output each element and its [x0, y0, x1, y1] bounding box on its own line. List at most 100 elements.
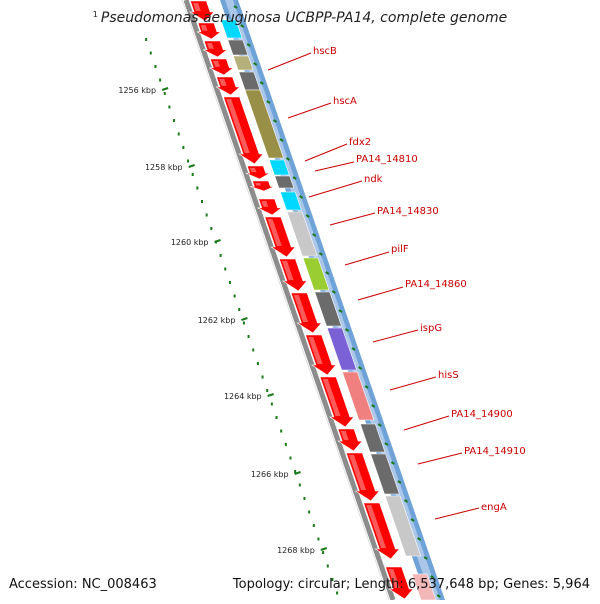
cog-segment: [244, 89, 284, 159]
scale-major-tick: [320, 547, 328, 551]
scale-dot: [201, 200, 203, 203]
cog-segment: [268, 159, 290, 176]
tick-dash: [423, 556, 428, 560]
gene-arrow-highlight: [267, 219, 282, 246]
scale-label: 1260 kbp: [171, 238, 209, 247]
tick-dash: [436, 594, 441, 598]
tick-dash: [417, 537, 422, 541]
scale-dot: [187, 159, 190, 163]
gene-arrow-highlight: [206, 43, 214, 49]
gene-arrow-highlight: [249, 168, 257, 173]
scale-dot: [280, 429, 283, 433]
tick-dash: [233, 5, 238, 9]
scale-dot: [275, 416, 278, 419]
tick-dash: [377, 423, 382, 427]
gene-label-hsca[interactable]: hscA: [333, 96, 357, 107]
backbone-line-inner: [181, 0, 390, 601]
scale-dot: [196, 186, 199, 190]
scale-dot: [159, 78, 162, 82]
scale-dot: [233, 294, 236, 298]
tick-dash: [384, 442, 389, 446]
scale-label: 1264 kbp: [224, 392, 262, 401]
scale-dot: [256, 362, 259, 365]
gene-label-pa14_14910[interactable]: PA14_14910: [464, 446, 526, 457]
tick-dash: [272, 119, 277, 123]
cog-segment: [227, 39, 249, 56]
tick-dash: [331, 290, 336, 294]
scale-dot: [326, 564, 329, 568]
gene-leader-line: [434, 507, 480, 520]
gene-label-pa14_14810[interactable]: PA14_14810: [356, 154, 418, 165]
tick-dash: [351, 347, 356, 351]
tick-dash: [410, 518, 415, 522]
tick-dash: [253, 62, 258, 66]
gene-arrow-highlight: [366, 505, 387, 548]
gene-arrow-highlight: [308, 337, 323, 364]
gene-label-pilf[interactable]: pilF: [391, 244, 409, 255]
scale-dots: [145, 38, 339, 595]
gene-leader-line: [403, 415, 450, 431]
scale-dot: [261, 375, 264, 379]
scale-label: 1258 kbp: [145, 163, 183, 172]
cog-category-ring: [220, 19, 437, 601]
scale-label: 1266 kbp: [251, 470, 289, 479]
cog-segment: [384, 495, 422, 557]
gene-label-pa14_14860[interactable]: PA14_14860: [405, 279, 467, 290]
tick-dash: [299, 195, 304, 199]
gene-arrow-highlight: [340, 431, 349, 441]
scale-dot: [242, 321, 245, 325]
cog-segment: [232, 55, 254, 71]
scale-label: 1256 kbp: [118, 86, 156, 95]
scale-dot: [238, 308, 241, 311]
gene-label-hscb[interactable]: hscB: [313, 46, 337, 57]
backbone-line: [183, 0, 396, 601]
title-index: 1: [92, 10, 98, 19]
gene-arrow-highlight: [348, 455, 367, 490]
scale-dot: [228, 281, 231, 284]
scale-dot: [168, 105, 171, 109]
gene-label-enga[interactable]: engA: [481, 502, 507, 513]
scale-dot: [210, 227, 213, 230]
scale-dot: [336, 591, 339, 595]
scale-dot: [308, 510, 311, 514]
scale-dot: [182, 146, 185, 149]
tick-dash: [246, 43, 251, 47]
scale-major-tick: [161, 87, 169, 91]
scale-label: 1262 kbp: [198, 316, 236, 325]
gene-label-ispg[interactable]: ispG: [420, 323, 442, 334]
scale-dot: [312, 524, 315, 527]
gene-leader-line: [329, 212, 376, 226]
gene-label-ndk[interactable]: ndk: [364, 174, 383, 185]
topology-text: Topology: circular; Length: 6,537,648 bp…: [232, 577, 590, 592]
gene-label-pa14_14900[interactable]: PA14_14900: [451, 409, 513, 420]
gene-label-hiss[interactable]: hisS: [438, 370, 459, 381]
gene-label-fdx2[interactable]: fdx2: [349, 137, 371, 148]
gene-arrow-highlight: [200, 25, 208, 31]
gene-label-pa14_14830[interactable]: PA14_14830: [377, 206, 439, 217]
gene-arrow-highlight: [282, 261, 294, 280]
tick-dash: [338, 309, 343, 313]
cog-segment: [326, 327, 358, 371]
scale-dot: [173, 119, 176, 122]
scale-dot: [252, 348, 255, 352]
gene-arrow-highlight: [193, 3, 201, 11]
tick-dash: [318, 252, 323, 256]
gene-arrow-highlight: [219, 79, 227, 86]
gene-arrow-highlight: [388, 569, 400, 588]
scale-dot: [191, 173, 194, 176]
scale-dot: [317, 537, 320, 541]
scale-dot: [163, 92, 166, 95]
scale-dot: [224, 267, 227, 271]
tick-dash: [266, 100, 271, 104]
tick-dash: [364, 385, 369, 389]
gene-leader-line: [372, 329, 419, 343]
scale-dot: [303, 497, 306, 500]
gene-arrow-highlight: [261, 201, 269, 207]
gene-arrow-highlight: [293, 295, 309, 322]
scale-dot: [149, 51, 152, 55]
scale-dot: [219, 254, 222, 257]
scale-dot: [247, 335, 250, 338]
tick-dash: [259, 81, 264, 85]
tick-dash: [403, 499, 409, 503]
